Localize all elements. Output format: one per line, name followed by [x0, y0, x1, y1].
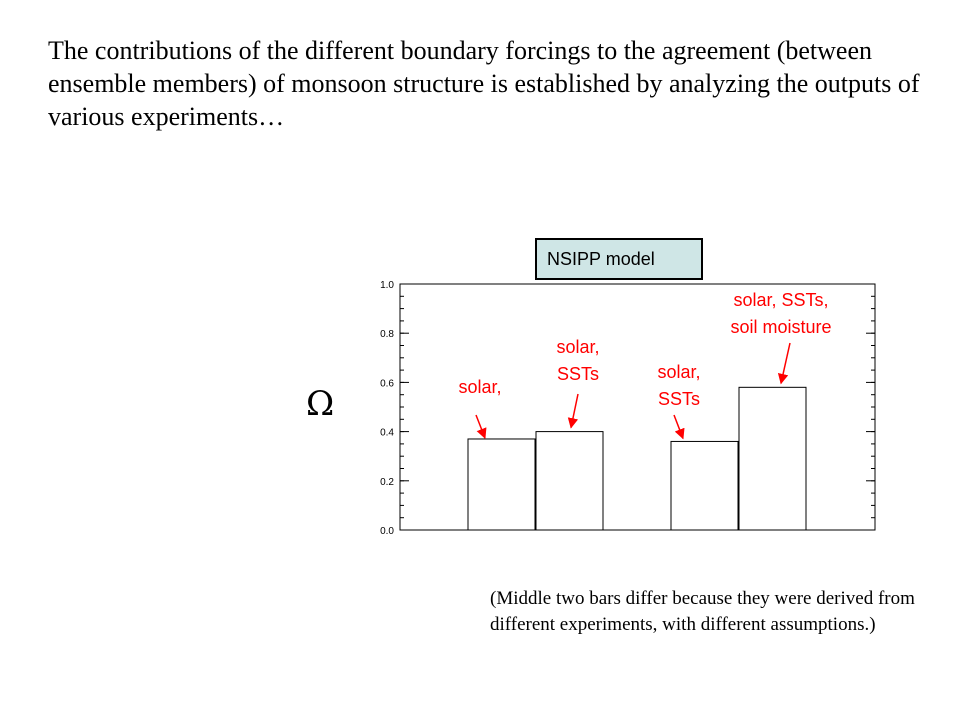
- slide-title: The contributions of the different bound…: [48, 36, 920, 131]
- omega-axis-symbol: Ω: [306, 384, 335, 424]
- footnote: (Middle two bars differ because they wer…: [490, 588, 915, 635]
- category-label: SSTs: [658, 389, 700, 409]
- annotation-arrow: [673, 414, 685, 440]
- model-label-box: NSIPP model: [535, 238, 703, 280]
- y-tick-label: 0.0: [380, 526, 394, 537]
- category-label: solar,: [458, 377, 501, 397]
- annotation-arrow: [475, 414, 487, 439]
- category-label: solar,: [657, 362, 700, 382]
- bar: [467, 438, 536, 531]
- y-tick-label: 0.4: [380, 428, 394, 439]
- y-tick-label: 1.0: [380, 280, 394, 291]
- y-tick-label: 0.8: [380, 329, 394, 340]
- annotation-arrow: [567, 393, 579, 429]
- category-label: solar,: [556, 337, 599, 357]
- bar: [670, 440, 739, 531]
- category-label: SSTs: [557, 364, 599, 384]
- bar: [738, 386, 807, 531]
- category-label: solar, SSTs,: [733, 290, 828, 310]
- y-tick-label: 0.6: [380, 378, 394, 389]
- bar: [535, 431, 604, 531]
- model-label: NSIPP model: [547, 248, 655, 269]
- y-tick-label: 0.2: [380, 477, 394, 488]
- category-label: soil moisture: [730, 317, 831, 337]
- annotation-arrow: [777, 342, 791, 385]
